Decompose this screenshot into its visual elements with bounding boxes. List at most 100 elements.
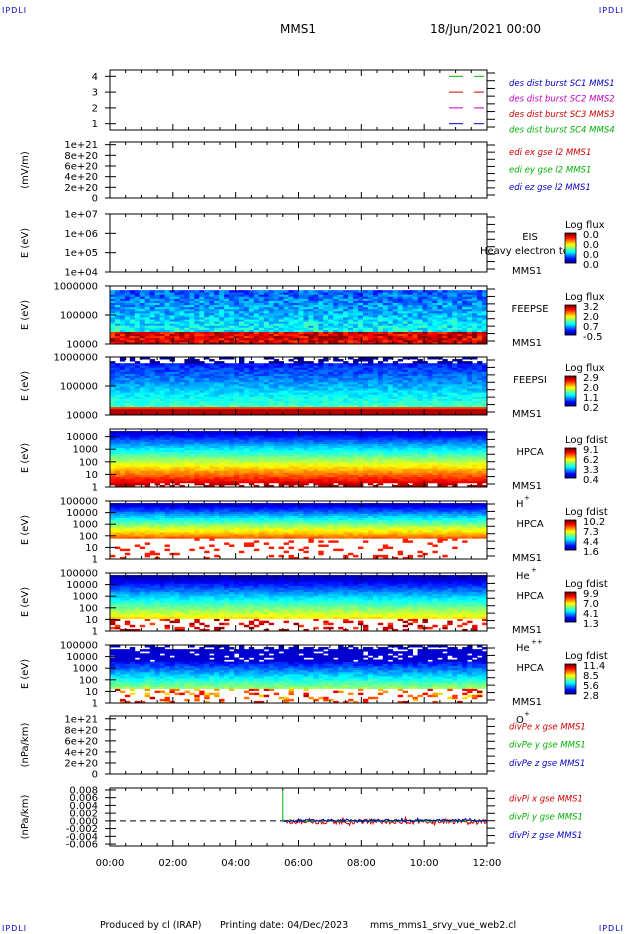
spectrogram-cell [179, 478, 185, 482]
spectrogram-cell [382, 337, 389, 341]
spectrogram-cell [154, 319, 160, 322]
spectrogram-cell [263, 388, 270, 391]
spectrogram-cell [472, 327, 478, 330]
spectrogram-cell [417, 365, 423, 368]
spectrogram-cell [308, 410, 314, 414]
spectrogram-cell [224, 363, 230, 366]
spectrogram-cell [114, 388, 121, 391]
spectrogram-cell [164, 381, 170, 385]
spectrogram-cell [452, 341, 458, 345]
spectrogram-cell [343, 302, 349, 306]
spectrogram-cell [477, 296, 483, 299]
spectrogram-cell [402, 294, 409, 297]
spectrogram-cell [407, 371, 413, 374]
spectrogram-cell [323, 373, 329, 377]
spectrogram-cell [377, 408, 384, 412]
spectrogram-cell [402, 329, 409, 332]
spectrogram-cell [323, 323, 329, 326]
spectrogram-cell [298, 310, 304, 314]
spectrogram-cell [119, 315, 126, 318]
spectrogram-cell [382, 363, 389, 366]
spectrogram-cell [248, 308, 255, 312]
spectrogram-cell [204, 383, 210, 387]
spectrogram-cell [382, 357, 389, 360]
spectrogram-cell [189, 361, 195, 364]
spectrogram-cell [139, 474, 146, 478]
spectrogram-cell [229, 315, 235, 318]
spectrogram-cell [477, 369, 483, 372]
spectrogram-cell [382, 306, 389, 310]
spectrogram-cell [417, 396, 423, 399]
spectrogram-cell [303, 404, 309, 408]
spectrogram-cell [447, 369, 453, 372]
spectrogram-cell [179, 437, 185, 440]
spectrogram-cell [402, 306, 409, 310]
colorbar-cell [565, 241, 576, 243]
spectrogram-cell [179, 466, 185, 469]
spectrogram-cell [382, 379, 389, 383]
spectrogram-cell [154, 480, 160, 484]
spectrogram-cell [303, 323, 309, 326]
spectrogram-cell [169, 464, 175, 467]
spectrogram-cell [224, 408, 230, 412]
spectrogram-cell [110, 464, 116, 467]
spectrogram-cell [432, 392, 438, 395]
spectrogram-cell [328, 383, 334, 387]
spectrogram-cell [189, 319, 195, 322]
spectrogram-cell [288, 379, 294, 383]
spectrogram-cell [199, 478, 205, 482]
colorbar-cell [565, 323, 576, 325]
spectrogram-cell [164, 304, 170, 308]
spectrogram-cell [238, 339, 245, 343]
spectrogram-cell [253, 365, 260, 368]
spectrogram-cell [447, 325, 453, 328]
spectrogram-cell [179, 410, 185, 414]
spectrogram-cell [189, 447, 195, 451]
spectrogram-cell [179, 335, 185, 339]
spectrogram-cell [348, 319, 354, 322]
spectrogram-cell [258, 321, 265, 324]
spectrogram-cell [298, 306, 304, 310]
spectrogram-cell [154, 404, 160, 408]
spectrogram-cell [432, 386, 438, 389]
spectrogram-cell [348, 323, 354, 326]
spectrogram-cell [149, 359, 156, 362]
spectrogram-cell [382, 319, 389, 322]
spectrogram-cell [328, 341, 334, 345]
spectrogram-cell [358, 377, 364, 381]
spectrogram-cell [328, 310, 334, 314]
spectrogram-cell [372, 390, 379, 393]
spectrogram-cell [194, 466, 200, 469]
spectrogram-cell [169, 304, 175, 308]
spectrogram-cell [169, 335, 175, 339]
spectrogram-cell [293, 361, 299, 364]
spectrogram-cell [134, 462, 141, 465]
spectrogram-cell [362, 392, 369, 395]
spectrogram-cell [204, 319, 210, 322]
spectrogram-cell [387, 315, 394, 318]
spectrogram-cell [144, 319, 151, 322]
spectrogram-cell [110, 396, 116, 399]
spectrogram-cell [288, 298, 294, 301]
spectrogram-cell [129, 315, 136, 318]
spectrogram-cell [134, 341, 141, 345]
spectrogram-cell [482, 327, 488, 330]
spectrogram-cell [129, 464, 136, 467]
spectrogram-cell [184, 312, 190, 316]
spectrogram-cell [134, 394, 141, 397]
spectrogram-cell [467, 292, 473, 295]
spectrogram-cell [457, 300, 463, 303]
spectrogram-cell [283, 406, 289, 410]
spectrogram-cell [303, 412, 309, 416]
spectrogram-cell [154, 335, 160, 339]
spectrogram-cell [392, 337, 399, 341]
spectrogram-cell [417, 394, 423, 397]
spectrogram-cell [134, 386, 141, 389]
spectrogram-cell [333, 359, 339, 362]
spectrogram-cell [462, 306, 468, 310]
spectrogram-cell [343, 329, 349, 332]
spectrogram-cell [164, 470, 170, 473]
spectrogram-cell [124, 388, 131, 391]
spectrogram-cell [194, 458, 200, 461]
spectrogram-cell [362, 375, 369, 379]
